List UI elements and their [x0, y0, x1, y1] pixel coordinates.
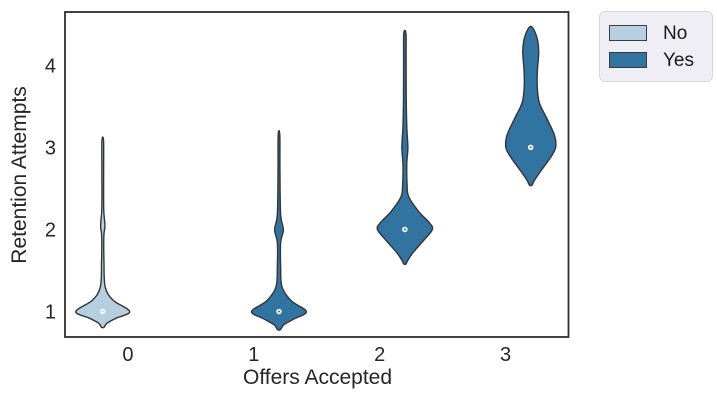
y-axis-title: Retention Attempts [8, 86, 31, 264]
legend-label-no: No [663, 22, 688, 44]
legend: No Yes [599, 11, 713, 82]
median-dot-3 [527, 144, 534, 151]
y-tick-label-1: 1 [45, 302, 56, 324]
plot-area [65, 12, 569, 337]
x-tick-label-2: 2 [374, 344, 385, 366]
x-tick-label-1: 1 [248, 344, 259, 366]
y-tick-label-4: 4 [45, 55, 56, 77]
median-dot-0 [100, 308, 106, 315]
violin-0-no [75, 136, 131, 329]
violin-1-yes [250, 129, 308, 331]
x-tick-label-3: 3 [500, 344, 511, 366]
y-tick-label-2: 2 [45, 219, 56, 241]
legend-swatch-no [609, 25, 647, 41]
violin-2-yes [376, 29, 434, 266]
x-tick-label-0: 0 [122, 344, 133, 366]
x-axis-title: Offers Accepted [242, 366, 393, 389]
median-dot-2 [402, 226, 408, 233]
legend-entry-yes: Yes [609, 48, 702, 72]
median-dot-1 [276, 308, 282, 315]
legend-entry-no: No [609, 21, 702, 45]
violin-3-yes [504, 25, 557, 187]
legend-swatch-yes [609, 52, 647, 68]
y-tick-label-3: 3 [45, 137, 56, 159]
axes-frame [64, 11, 570, 338]
legend-label-yes: Yes [663, 49, 694, 71]
